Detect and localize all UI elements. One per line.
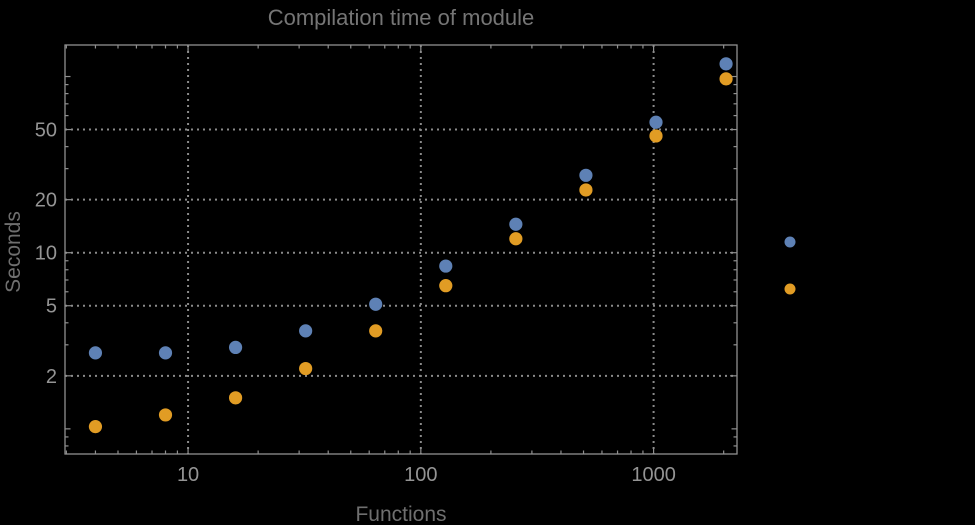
- x-tick-label: 10: [177, 464, 199, 486]
- data-point-blue-series: [369, 297, 383, 311]
- data-point-orange-series: [649, 129, 663, 143]
- data-point-orange-series: [228, 391, 243, 405]
- x-tick-label: 100: [404, 464, 437, 486]
- legend-marker-blue: [784, 236, 796, 248]
- legend-marker-orange: [784, 283, 796, 295]
- x-tick-label: 1000: [631, 464, 676, 486]
- data-point-blue-series: [649, 115, 663, 129]
- y-tick-label: 50: [35, 120, 57, 142]
- data-point-blue-series: [509, 217, 523, 231]
- data-point-blue-series: [579, 168, 593, 182]
- data-point-orange-series: [579, 183, 593, 197]
- data-point-orange-series: [158, 408, 173, 422]
- data-point-orange-series: [509, 232, 523, 246]
- chart-title: Compilation time of module: [267, 5, 535, 30]
- data-point-blue-series: [439, 259, 453, 273]
- data-point-blue-series: [158, 346, 173, 360]
- data-point-orange-series: [439, 279, 453, 293]
- y-tick-label: 10: [35, 243, 57, 265]
- y-tick-label: 20: [35, 190, 57, 212]
- y-tick-label: 2: [46, 366, 57, 388]
- data-point-orange-series: [299, 361, 313, 376]
- y-tick-label: 5: [46, 296, 57, 318]
- x-axis-label: Functions: [355, 503, 447, 525]
- data-point-orange-series: [369, 324, 383, 338]
- plot-frame: [64, 44, 738, 455]
- data-point-blue-series: [88, 346, 103, 360]
- data-point-blue-series: [719, 57, 733, 71]
- data-point-blue-series: [299, 324, 313, 338]
- data-point-blue-series: [228, 340, 243, 355]
- data-point-orange-series: [719, 72, 733, 86]
- data-point-orange-series: [88, 420, 103, 434]
